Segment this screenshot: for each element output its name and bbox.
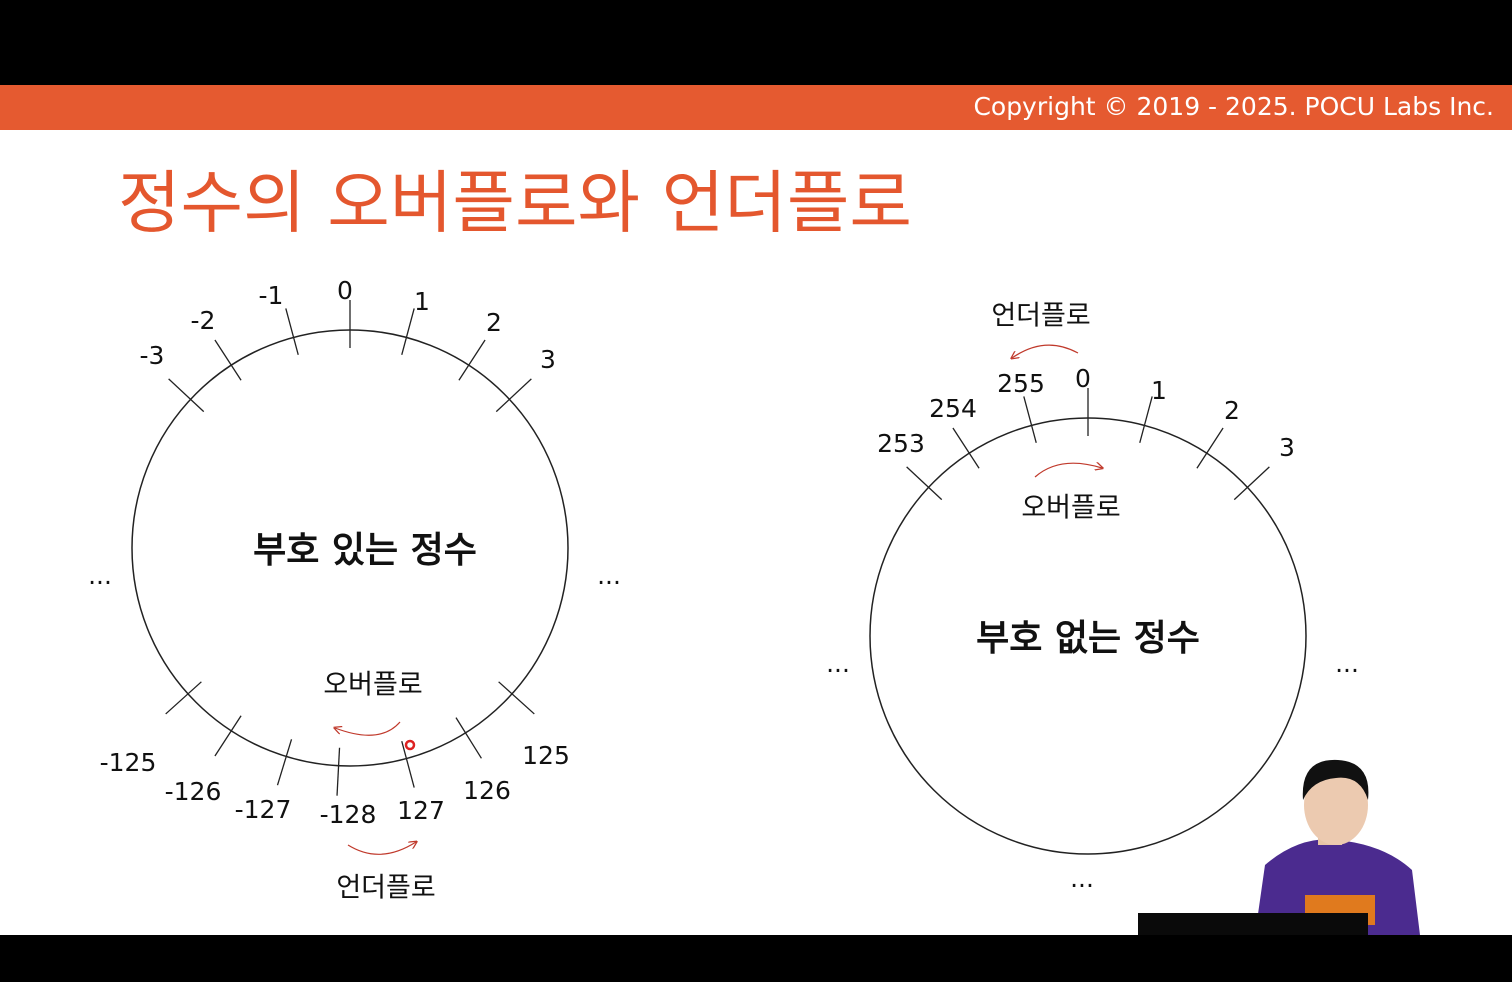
header-band <box>0 85 1512 130</box>
underflow-label: 언더플로 <box>991 301 1090 332</box>
tick-mark <box>168 378 205 413</box>
tick-mark <box>214 339 242 381</box>
overflow-arrow <box>335 721 401 736</box>
tick-label: 3 <box>1279 433 1295 462</box>
ellipsis: ... <box>1070 864 1094 893</box>
tick-mark <box>455 717 482 759</box>
overflow-label: 오버플로 <box>323 670 422 701</box>
tick-mark <box>214 715 242 757</box>
tick-label: 0 <box>1075 364 1091 393</box>
tick-label: 253 <box>877 429 925 458</box>
overflow-label: 오버플로 <box>1021 493 1120 524</box>
tick-mark <box>498 681 535 715</box>
tick-mark <box>1023 396 1037 443</box>
tick-label: -125 <box>100 748 157 777</box>
tick-label: 0 <box>337 276 353 305</box>
tick-mark <box>276 739 293 786</box>
overflow-arrow <box>1034 463 1102 478</box>
tick-label: 2 <box>486 308 502 337</box>
bottom-bar <box>0 935 1512 982</box>
slide-title: 정수의 오버플로와 언더플로 <box>118 165 912 244</box>
circle-label: 부호 없는 정수 <box>976 618 1200 659</box>
tick-mark <box>952 427 980 469</box>
tick-mark <box>906 466 943 501</box>
tick-label: 3 <box>540 345 556 374</box>
tick-mark <box>401 741 415 788</box>
slide <box>0 130 1512 935</box>
top-bar <box>0 0 1512 85</box>
tick-label: -128 <box>320 800 377 829</box>
tick-mark <box>285 308 299 355</box>
tick-mark <box>458 339 486 381</box>
tick-label: 1 <box>414 287 430 316</box>
underflow-arrow <box>1012 344 1079 358</box>
tick-mark <box>1196 427 1224 469</box>
tick-mark <box>1139 396 1153 443</box>
tick-label: -127 <box>235 795 292 824</box>
tick-label: -2 <box>191 306 216 335</box>
underflow-arrow <box>347 842 416 855</box>
tick-label: -1 <box>259 281 284 310</box>
cursor <box>404 739 416 751</box>
tick-mark <box>401 308 415 355</box>
tick-label: -3 <box>140 341 165 370</box>
copyright: Copyright © 2019 - 2025. POCU Labs Inc. <box>973 92 1494 121</box>
ellipsis: ... <box>1335 649 1359 678</box>
tick-mark <box>336 747 341 796</box>
tick-label: -126 <box>165 777 222 806</box>
tick-label: 255 <box>997 369 1045 398</box>
circle-label: 부호 있는 정수 <box>253 530 477 571</box>
tick-label: 2 <box>1224 396 1240 425</box>
tick-mark <box>1233 466 1270 501</box>
underflow-label: 언더플로 <box>336 873 435 904</box>
tick-mark <box>495 378 532 413</box>
ellipsis: ... <box>826 649 850 678</box>
tick-label: 125 <box>522 741 570 770</box>
tick-label: 127 <box>397 796 445 825</box>
tick-label: 254 <box>929 394 977 423</box>
ellipsis: ... <box>597 561 621 590</box>
tick-label: 126 <box>463 776 511 805</box>
tick-label: 1 <box>1151 376 1167 405</box>
tick-mark <box>165 681 202 715</box>
presenter <box>1138 759 1420 935</box>
ellipsis: ... <box>88 561 112 590</box>
